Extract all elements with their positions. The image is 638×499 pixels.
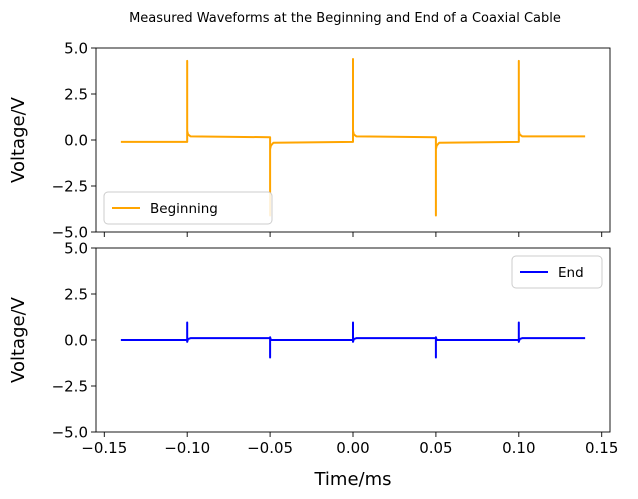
legend: Beginning: [103, 191, 273, 225]
y-tick-label: −5.0: [52, 224, 88, 242]
legend-box: [511, 255, 603, 289]
x-tick-label: 0.00: [336, 439, 369, 457]
x-tick-label: −0.10: [164, 439, 210, 457]
legend: End: [511, 255, 603, 289]
figure-title: Measured Waveforms at the Beginning and …: [129, 11, 561, 26]
x-tick-label: −0.15: [81, 439, 127, 457]
y-tick-label: 5.0: [64, 40, 88, 58]
y-tick-label: −5.0: [52, 424, 88, 442]
x-tick-label: 0.15: [585, 439, 618, 457]
y-axis-label: Voltage/V: [8, 96, 29, 183]
y-tick-label: 2.5: [64, 86, 88, 104]
top-plot: −5.0 −2.5 0.0 2.5 5.0 Voltage/V Beginning: [8, 40, 611, 242]
x-tick-label: 0.05: [419, 439, 452, 457]
series-line-end: [120, 321, 586, 359]
y-axis-label: Voltage/V: [8, 296, 29, 383]
y-tick-label: 0.0: [64, 332, 88, 350]
legend-label: Beginning: [150, 201, 218, 217]
legend-label: End: [558, 265, 584, 281]
y-tick-label: −2.5: [52, 378, 88, 396]
legend-box: [103, 191, 273, 225]
y-tick-label: 5.0: [64, 240, 88, 258]
y-tick-label: −2.5: [52, 178, 88, 196]
y-tick-label: 2.5: [64, 286, 88, 304]
bottom-plot: −5.0 −2.5 0.0 2.5 5.0 −0.15 −0.10 −0.05 0.00 0.05…: [8, 240, 618, 491]
x-tick-label: −0.05: [247, 439, 293, 457]
y-tick-label: 0.0: [64, 132, 88, 150]
x-tick-label: 0.10: [502, 439, 535, 457]
series-line-beginning: [120, 58, 586, 217]
x-axis-label: Time/ms: [313, 469, 391, 490]
